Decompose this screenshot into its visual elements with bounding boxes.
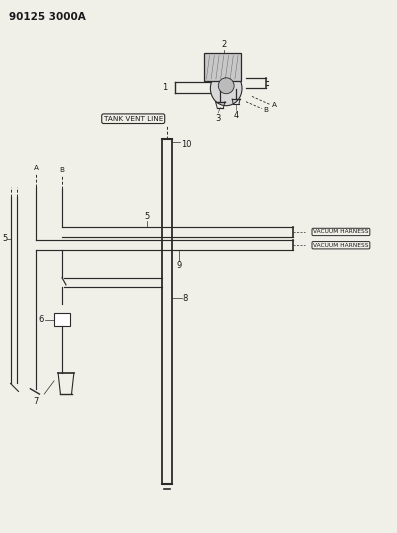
Text: B: B [60,167,65,173]
Ellipse shape [210,71,242,106]
Text: 9: 9 [176,261,181,270]
Text: A: A [34,165,39,171]
Text: 1: 1 [162,83,167,92]
Text: 2: 2 [222,39,227,49]
Text: A: A [272,102,277,108]
Text: 7: 7 [33,397,38,406]
Text: 5: 5 [3,234,8,243]
FancyBboxPatch shape [54,313,70,326]
Text: 90125 3000A: 90125 3000A [9,12,85,22]
Text: 3: 3 [216,114,221,123]
Text: 6: 6 [39,315,44,324]
Text: VACUUM HARNESS: VACUUM HARNESS [313,243,369,248]
Text: B: B [263,107,268,112]
Text: 8: 8 [183,294,188,303]
Text: 5: 5 [145,212,150,221]
Text: VACUUM HARNESS: VACUUM HARNESS [313,229,369,235]
Ellipse shape [218,78,234,94]
FancyBboxPatch shape [204,53,241,82]
Text: TANK VENT LINE: TANK VENT LINE [104,116,163,122]
Text: 10: 10 [181,140,191,149]
Text: 4: 4 [233,111,239,120]
